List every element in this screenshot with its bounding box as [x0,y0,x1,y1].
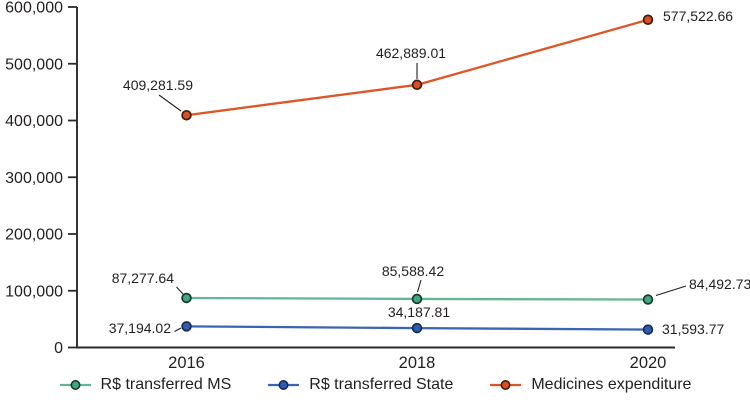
y-axis-tick-label: 300,000 [5,170,63,187]
legend-item-transferred-ms: R$ transferred MS [59,376,232,394]
data-point-label: 84,492.73 [689,276,750,292]
y-axis-tick-label: 400,000 [5,113,63,130]
legend-marker-medicines-icon [490,380,522,390]
data-point [181,321,192,332]
legend-item-medicines-expenditure: Medicines expenditure [489,376,691,394]
legend-dot [500,380,511,390]
y-axis-tick-label: 0 [54,340,63,357]
data-point-label: 37,194.02 [109,320,171,336]
data-point-label: 462,889.01 [376,45,446,61]
legend-dot [278,380,289,390]
data-point-label: 409,281.59 [123,77,193,93]
data-point [642,294,654,305]
legend-item-transferred-state: R$ transferred State [267,376,453,394]
legend-label-transferred-state: R$ transferred State [309,376,454,393]
legend-marker-state-icon [268,380,300,390]
x-axis-tick-label: 2016 [168,354,205,372]
data-point-label: 31,593.77 [662,321,724,337]
label-leader-line [176,286,184,295]
y-axis-tick-label: 500,000 [5,56,63,73]
data-point-label: 85,588.42 [382,263,444,279]
y-axis-tick-label: 200,000 [5,227,63,244]
legend-label-medicines-expenditure: Medicines expenditure [531,376,692,393]
label-leader-line [655,285,687,297]
x-axis-tick-label: 2020 [630,354,667,372]
data-point [411,322,423,334]
legend-dot [70,380,81,390]
data-point-label: 577,522.66 [663,8,733,24]
legend-marker-ms-icon [59,380,91,390]
data-point [411,293,423,305]
data-point [642,14,654,26]
data-point [411,79,423,91]
data-point [181,109,192,121]
y-axis-tick-label: 100,000 [5,283,63,300]
label-leader-line [158,94,182,112]
data-point-label: 34,187.81 [388,304,450,320]
y-axis-tick-label: 600,000 [5,0,63,17]
legend-label-transferred-ms: R$ transferred MS [100,376,232,393]
data-point-label: 87,277.64 [112,270,174,286]
x-axis-tick-label: 2018 [399,354,436,372]
label-leader-line [174,327,182,332]
data-point [642,324,654,335]
legend: R$ transferred MS R$ transferred State M… [0,376,750,394]
label-leader-line [416,279,422,293]
data-point [181,292,192,304]
